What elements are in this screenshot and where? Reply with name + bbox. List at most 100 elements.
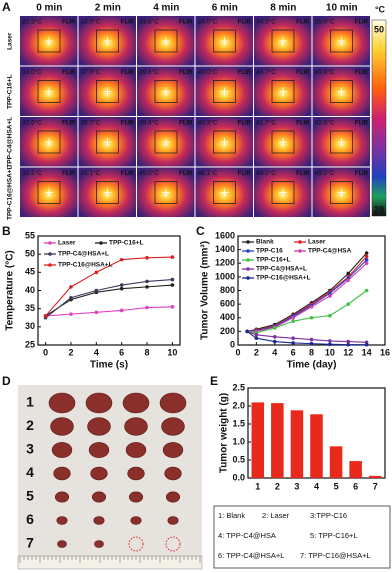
row-label: TPP-C16+L	[7, 74, 14, 109]
y-tick-label: 25	[25, 339, 35, 349]
y-tick-label: 0.0	[232, 472, 245, 482]
roi-box	[213, 29, 236, 53]
temperature: 34.9°C	[256, 18, 276, 26]
y-tick-label: 50	[25, 249, 35, 259]
legend-marker	[246, 258, 250, 262]
legend-label: Laser	[58, 240, 76, 247]
roi-box	[154, 29, 178, 53]
crosshair	[45, 87, 53, 96]
temperature: 35.0°C	[315, 18, 335, 26]
flir-logo: FLIR	[238, 121, 252, 127]
y-axis-label: Temperature (°C)	[5, 250, 16, 331]
series-line	[246, 330, 367, 346]
roi-box	[96, 29, 119, 53]
x-tick-label: 14	[362, 347, 372, 357]
y-tick-label: 1000	[215, 271, 235, 281]
data-point	[328, 313, 332, 318]
data-point	[291, 341, 295, 345]
crosshair	[279, 188, 287, 197]
x-tick-label: 10	[325, 347, 335, 357]
data-point	[272, 335, 277, 339]
x-tick-label: 0	[235, 347, 240, 357]
temperature: 33.1°C	[22, 169, 42, 177]
x-tick-label: 10	[167, 347, 177, 357]
flir-logo: FLIR	[355, 171, 369, 177]
x-tick-label: 3	[294, 481, 299, 491]
flir-logo: FLIR	[296, 171, 310, 177]
ruler	[17, 555, 203, 570]
photo-row-label: 4	[26, 464, 34, 480]
y-tick-label: 1200	[215, 258, 235, 268]
series-line	[246, 330, 367, 343]
x-tick-label: 8	[309, 347, 314, 357]
tumor	[50, 417, 74, 436]
flir-logo: FLIR	[179, 121, 193, 127]
photo-row-label: 2	[26, 417, 34, 433]
flir-logo: FLIR	[355, 121, 369, 127]
data-point	[145, 285, 149, 289]
x-tick-label: 12	[343, 347, 353, 357]
tumor	[122, 392, 150, 414]
tumor	[94, 540, 104, 548]
roi-box	[271, 80, 295, 103]
series-line	[45, 279, 173, 319]
y-tick-label: 2.5	[232, 382, 245, 392]
legend-marker	[48, 263, 52, 267]
panel-label: D	[2, 374, 11, 388]
legend-entry: 5: TPP-C16+L	[310, 531, 358, 540]
roi-box	[96, 80, 119, 103]
flir-logo: FLIR	[238, 70, 252, 76]
temperature: 41.7°C	[256, 119, 276, 127]
roi-box	[96, 181, 119, 204]
tumor	[167, 516, 179, 525]
y-tick-label: 800	[220, 285, 235, 295]
crosshair	[220, 188, 229, 197]
temperature: 39.4°C	[139, 119, 159, 127]
crosshair	[337, 188, 346, 197]
series-line	[45, 306, 173, 317]
crosshair	[337, 87, 346, 96]
tumor	[130, 516, 142, 525]
legend-label: Laser	[308, 239, 326, 246]
legend-marker	[246, 240, 250, 244]
crosshair	[337, 37, 346, 45]
legend-label: TPP-C4@HSA	[308, 248, 351, 255]
legend-marker	[48, 252, 52, 256]
y-tick-label: 1.5	[232, 418, 245, 428]
legend-entry: 3:TPP-C16	[310, 511, 347, 520]
crosshair	[279, 87, 287, 96]
flir-logo: FLIR	[296, 20, 310, 26]
tumor	[87, 417, 111, 436]
time-header: 6 min	[212, 3, 238, 14]
data-point	[291, 315, 295, 320]
data-point	[309, 337, 314, 342]
roi-box	[96, 130, 119, 154]
tumor	[85, 392, 113, 414]
x-tick-label: 4	[314, 481, 319, 491]
legend-label: TPP-C16+L	[109, 240, 144, 247]
roi-box	[37, 80, 61, 103]
time-header: 10 min	[326, 3, 358, 14]
series-line	[247, 259, 368, 332]
data-point	[364, 261, 369, 266]
crosshair	[279, 37, 287, 45]
bar	[329, 446, 343, 478]
tumor	[91, 491, 107, 503]
roi-box	[213, 181, 236, 204]
tumor	[125, 442, 147, 458]
roi-box	[271, 29, 295, 53]
crosshair	[162, 138, 170, 146]
x-tick-label: 5	[334, 481, 339, 491]
color-bar	[371, 19, 387, 217]
data-point	[170, 277, 175, 282]
temperature: 39.6°C	[139, 68, 159, 76]
bar	[290, 410, 304, 478]
y-tick-label: 2.0	[232, 400, 245, 410]
y-tick-label: 0.5	[232, 454, 245, 464]
crosshair	[162, 87, 170, 96]
temperature: 40.3°C	[198, 119, 218, 127]
time-header: 8 min	[270, 3, 296, 14]
color-bar-unit: °C	[375, 4, 386, 14]
